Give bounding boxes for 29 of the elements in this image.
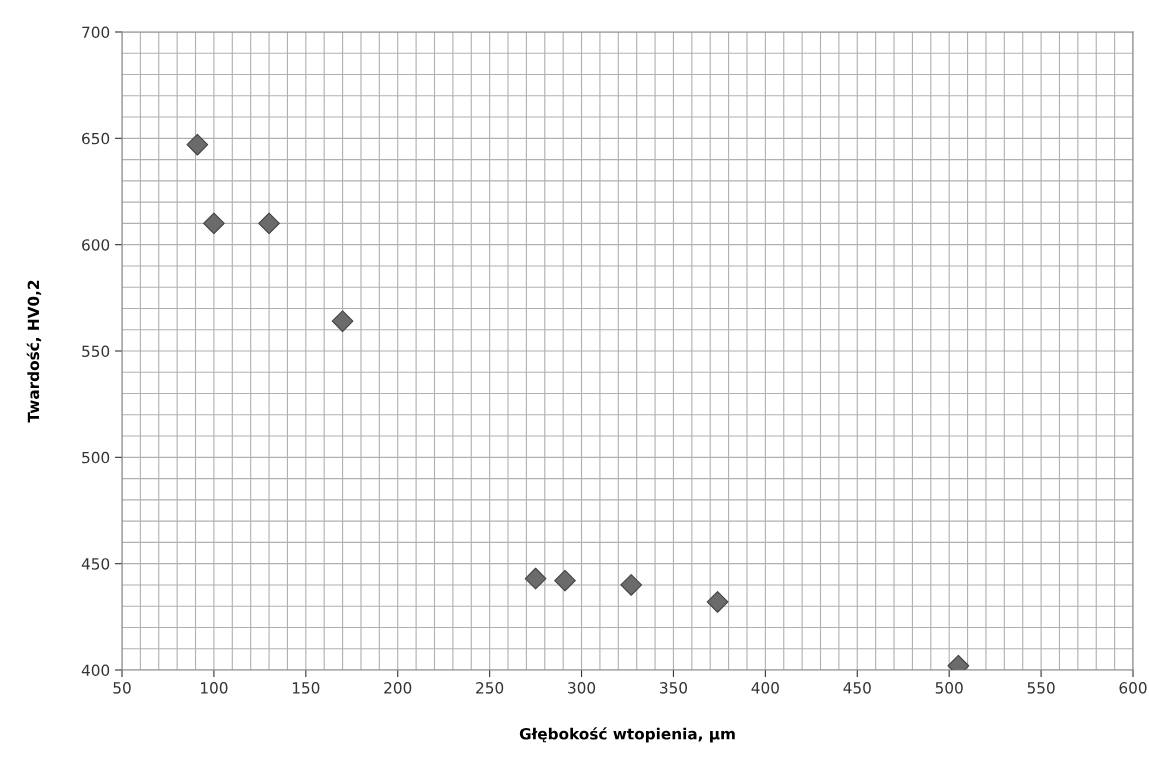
x-tick-label: 500	[935, 682, 963, 694]
y-tick-label: 550	[82, 345, 110, 358]
point	[620, 574, 643, 596]
x-tick-label: 200	[384, 682, 412, 694]
point	[186, 133, 209, 156]
x-tick-label: 600	[1119, 682, 1147, 694]
point	[331, 310, 354, 333]
x-tick-label: 550	[1027, 682, 1055, 694]
y-tick-label: 600	[82, 239, 110, 251]
point	[706, 591, 729, 613]
y-tick-label: 400	[81, 664, 110, 677]
x-tick-label: 50	[113, 682, 131, 694]
x-tick-label: 400	[751, 682, 779, 694]
x-tick-label: 450	[843, 682, 871, 694]
y-tick-label: 500	[82, 451, 110, 464]
y-tick-label: 450	[81, 558, 110, 570]
y-tick-label: 700	[82, 26, 110, 39]
y-tick-label: 650	[82, 132, 110, 145]
x-axis-title: Głębokość wtopienia, µm	[519, 727, 735, 743]
x-tick-label: 250	[476, 682, 504, 694]
point	[524, 567, 547, 590]
point	[203, 212, 225, 235]
point	[554, 569, 576, 592]
x-tick-label: 300	[568, 682, 596, 694]
point	[258, 212, 280, 235]
x-tick-label: 150	[292, 682, 320, 694]
y-axis-title: Twardość, HV0,2	[26, 280, 42, 423]
x-tick-label: 100	[201, 682, 228, 694]
x-tick-label: 350	[660, 682, 688, 694]
